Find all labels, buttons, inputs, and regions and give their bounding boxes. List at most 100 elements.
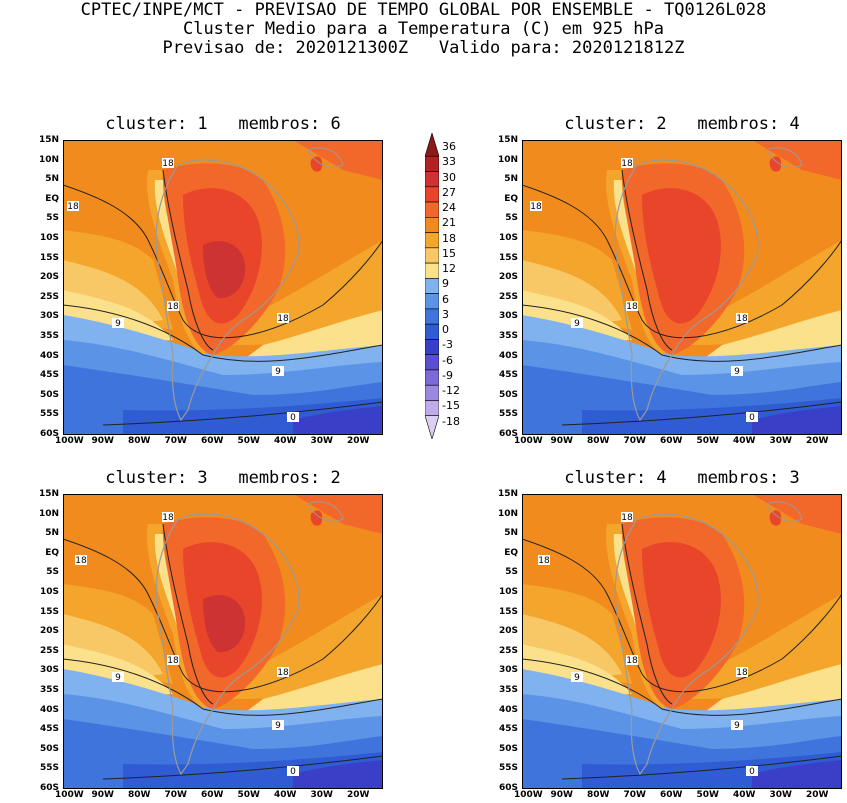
map-panel-cluster-3: 18 18 18 18 9 9 0 [62, 494, 384, 789]
field-30 [203, 241, 246, 299]
coastline-africa [307, 501, 344, 522]
contour-label-bg-5 [272, 366, 284, 376]
contour-label-5: 9 [275, 721, 281, 731]
contour-label-bg-1 [530, 201, 542, 211]
lon-tick-label: 30W [769, 790, 792, 800]
lat-tick-label: 60S [498, 783, 518, 793]
lon-tick-label: 30W [310, 790, 333, 800]
contour-label-0: 18 [621, 513, 633, 523]
lon-tick-label: 100W [55, 436, 84, 446]
colorbar-swatch [425, 400, 439, 417]
colorbar-swatch [425, 155, 439, 172]
lat-tick-label: 5S [46, 567, 59, 578]
colorbar-label: 15 [442, 246, 456, 260]
contour-label-1: 18 [67, 202, 79, 212]
colorbar [425, 133, 439, 439]
colorbar-swatch [425, 232, 439, 249]
colorbar-swatch [425, 247, 439, 264]
lat-tick-label: 35S [39, 331, 59, 341]
field-africa-warm [769, 510, 782, 526]
lat-tick-label: 55S [498, 409, 518, 420]
lon-tick-label: 40W [733, 790, 756, 800]
contour-label-0: 18 [162, 159, 174, 169]
lon-tick-label: 40W [274, 790, 297, 800]
lon-tick-label: 50W [237, 790, 260, 800]
contour-label-bg-1 [538, 555, 550, 565]
contour-label-5: 9 [734, 367, 740, 377]
colorbar-swatch [425, 369, 439, 386]
colorbar-label: 21 [442, 216, 456, 230]
map-panel-cluster-1: 18 18 18 18 9 9 0 [62, 140, 384, 435]
map-frame [522, 140, 842, 435]
lon-tick-label: 100W [55, 790, 84, 800]
coastline-africa [766, 501, 803, 522]
lat-tick-label: 25S [498, 645, 518, 656]
lat-tick-label: 10N [497, 154, 518, 165]
lon-tick-label: 100W [514, 790, 543, 800]
colorbar-swatch [425, 186, 439, 203]
lon-tick-label: 80W [587, 790, 610, 800]
lon-tick-label: 50W [696, 436, 719, 446]
coastline-africa [766, 147, 803, 168]
contour-line-1 [62, 304, 384, 362]
field-minus3 [293, 760, 383, 789]
contour-label-6: 0 [290, 413, 296, 423]
lon-tick-label: 90W [550, 436, 573, 446]
contour-label-2: 18 [167, 302, 179, 312]
field-warm-ne [293, 494, 383, 534]
contour-line-0 [521, 538, 843, 693]
contour-label-bg-3 [736, 313, 748, 323]
lat-tick-label: 10S [39, 233, 59, 243]
lon-tick-label: 30W [310, 436, 333, 446]
lon-tick-label: 90W [550, 790, 573, 800]
contour-label-4: 9 [574, 673, 580, 683]
lat-tick-label: 15N [497, 489, 518, 499]
lat-tick-label: 45S [39, 724, 59, 735]
lat-tick-label: 50S [39, 389, 59, 400]
colorbar-label: 3 [442, 307, 449, 321]
lon-tick-label: 70W [164, 436, 187, 446]
contour-line-2 [561, 401, 843, 426]
lat-tick-label: 45S [498, 724, 518, 735]
lat-tick-label: EQ [504, 193, 518, 204]
contour-line-3 [621, 523, 673, 705]
lat-tick-label: 45S [39, 370, 59, 381]
lat-tick-label: 40S [39, 704, 59, 715]
contour-line-3 [162, 523, 214, 705]
contour-label-6: 0 [749, 767, 755, 777]
lon-tick-label: 70W [623, 436, 646, 446]
lat-tick-label: 45S [498, 370, 518, 381]
lat-tick-label: 50S [498, 743, 518, 754]
map-panel-cluster-2: 18 18 18 18 9 9 0 [521, 140, 843, 435]
coastline-africa [307, 147, 344, 168]
field-minus3 [293, 406, 383, 435]
header-line-3: Previsao de: 2020121300Z Valido para: 20… [162, 38, 685, 58]
lon-tick-label: 70W [623, 790, 646, 800]
contour-label-4: 9 [115, 319, 121, 329]
colorbar-label: 6 [442, 292, 449, 306]
lat-tick-label: 10N [497, 508, 518, 519]
contour-label-1: 18 [530, 202, 542, 212]
lon-tick-label: 80W [128, 436, 151, 446]
lat-tick-label: 5N [45, 528, 59, 539]
field-12-east [243, 310, 383, 360]
lon-tick-label: 50W [696, 790, 719, 800]
lat-tick-label: 50S [39, 743, 59, 754]
lat-tick-label: 55S [39, 409, 59, 420]
lat-tick-label: 25S [39, 645, 59, 656]
contour-label-1: 18 [75, 556, 87, 566]
colorbar-swatch [425, 354, 439, 371]
map-frame [63, 140, 383, 435]
contour-label-bg-1 [75, 555, 87, 565]
colorbar-label: 27 [442, 185, 456, 199]
field-minus3 [752, 406, 842, 435]
lat-tick-label: 5S [46, 213, 59, 224]
contour-label-bg-6 [287, 412, 299, 422]
lat-tick-label: EQ [45, 193, 59, 204]
contour-label-bg-2 [626, 655, 638, 665]
contour-label-2: 18 [626, 302, 638, 312]
field-warm-ne [752, 140, 842, 180]
lat-tick-label: 25S [39, 291, 59, 302]
coastline-south-america [155, 513, 300, 776]
field-africa-warm [769, 156, 782, 172]
